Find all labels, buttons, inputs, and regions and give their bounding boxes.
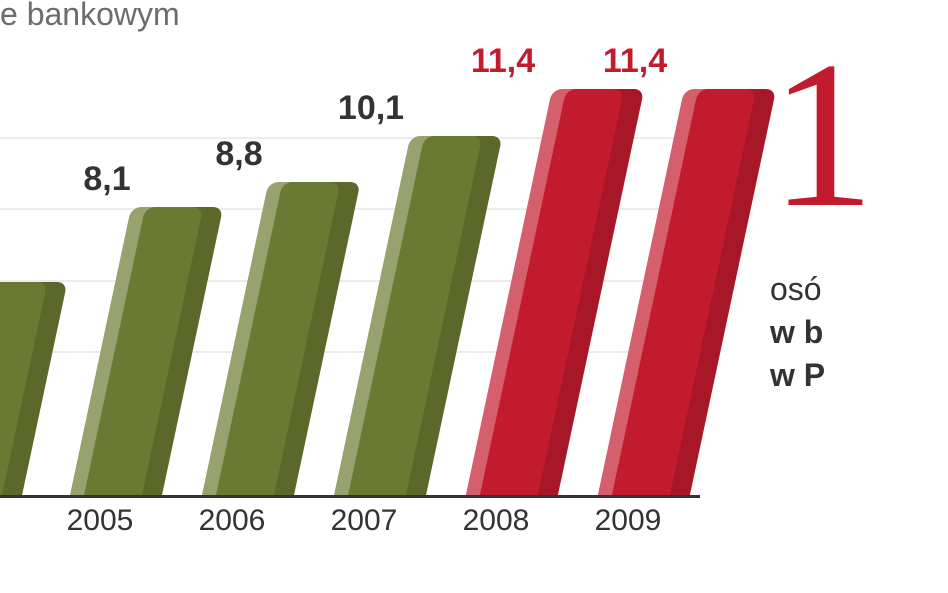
bar bbox=[202, 182, 361, 495]
side-line: osó bbox=[770, 271, 822, 307]
x-category: 2007 bbox=[304, 504, 424, 538]
big-number: 1 bbox=[770, 30, 948, 240]
x-category: 2006 bbox=[172, 504, 292, 538]
bar-value-label: 8,8 bbox=[184, 135, 294, 174]
x-category: 2005 bbox=[40, 504, 160, 538]
x-category: 2009 bbox=[568, 504, 688, 538]
side-callout: 1 osó w b w P bbox=[770, 30, 948, 570]
bar-value-label: 8,1 bbox=[52, 160, 162, 199]
x-axis-line bbox=[0, 495, 700, 498]
side-line-bold: w P bbox=[770, 357, 825, 393]
bar-partial bbox=[0, 282, 67, 496]
side-text: osó w b w P bbox=[770, 268, 948, 398]
bar-value-label: 11,4 bbox=[448, 42, 558, 81]
bar-value-label: 10,1 bbox=[316, 89, 426, 128]
bar-value-label: 11,4 bbox=[580, 42, 690, 81]
bar-chart: 8,1 8,8 10,1 11,4 11,4 2005 2006 2007 20… bbox=[0, 68, 700, 538]
side-line-bold: w b bbox=[770, 314, 823, 350]
page-title-fragment: e bankowym bbox=[0, 0, 180, 33]
x-category: 2008 bbox=[436, 504, 556, 538]
